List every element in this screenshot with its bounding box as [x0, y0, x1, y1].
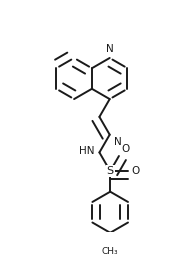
Text: N: N [114, 137, 121, 147]
Text: CH₃: CH₃ [102, 247, 119, 256]
Text: HN: HN [79, 146, 95, 156]
Text: N: N [106, 44, 114, 54]
Text: O: O [132, 166, 140, 176]
Text: O: O [122, 144, 130, 154]
Text: S: S [107, 166, 114, 176]
